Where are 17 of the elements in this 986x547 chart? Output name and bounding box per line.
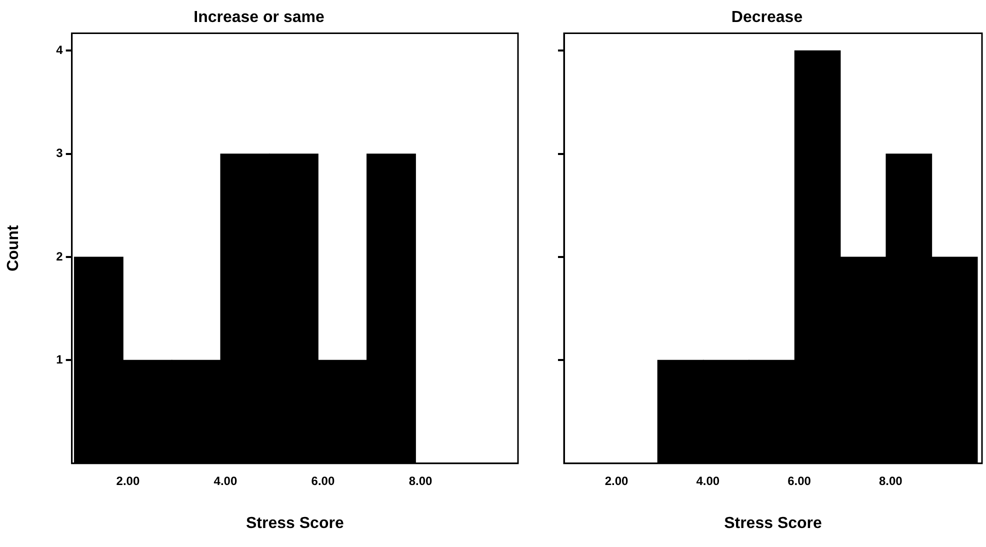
chart-title: Decrease — [731, 9, 803, 26]
y-tick-label: 3 — [56, 146, 64, 160]
y-axis-title: Count — [5, 224, 22, 272]
x-tick-label: 6.00 — [788, 474, 812, 488]
chart-title: Increase or same — [194, 9, 324, 26]
y-tick-label: 2 — [56, 249, 64, 264]
y-tick-label: 1 — [56, 352, 64, 367]
x-tick-label: 4.00 — [696, 474, 720, 488]
x-tick-label: 6.00 — [311, 474, 335, 488]
x-tick-label: 2.00 — [116, 474, 140, 488]
x-axis-title: Stress Score — [246, 514, 344, 532]
y-tick-label: 4 — [56, 43, 64, 58]
x-tick-label: 8.00 — [878, 474, 903, 488]
x-tick-label: 2.00 — [604, 474, 629, 488]
x-axis-title: Stress Score — [724, 514, 822, 532]
x-tick-label: 4.00 — [214, 474, 238, 488]
x-tick-label: 8.00 — [408, 474, 432, 488]
